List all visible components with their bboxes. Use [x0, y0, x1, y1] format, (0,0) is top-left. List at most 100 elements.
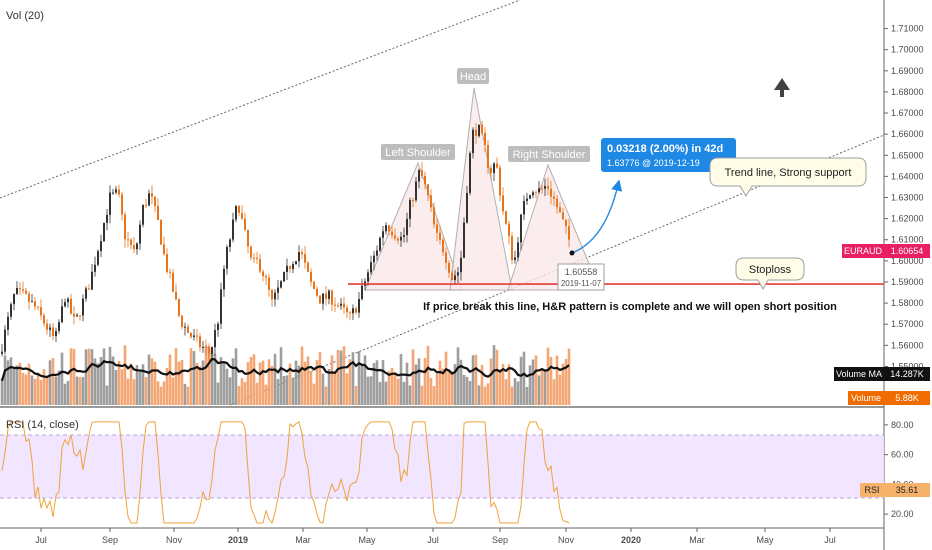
- candle-body: [181, 315, 183, 328]
- left-shoulder-label-bg: [381, 144, 455, 160]
- volume-bar: [141, 364, 145, 405]
- volume-bar: [396, 378, 400, 405]
- candle-body: [112, 192, 114, 194]
- candle-body: [106, 214, 108, 223]
- volume-bar: [183, 383, 187, 405]
- candle-body: [295, 261, 297, 265]
- candle-body: [286, 265, 288, 272]
- volume-ma-badge: Volume MA 14.287K: [834, 367, 930, 381]
- candle-body: [442, 239, 444, 253]
- volume-bar: [360, 363, 364, 405]
- volume-bar: [21, 372, 25, 405]
- volume-bar: [336, 349, 340, 405]
- volume-bar: [3, 355, 7, 405]
- volume-bar: [354, 386, 358, 405]
- rsi-value: 35.61: [896, 485, 919, 495]
- candle-body: [412, 200, 414, 202]
- candle-body: [331, 290, 333, 305]
- candle-body: [550, 188, 552, 197]
- candle-body: [130, 239, 132, 246]
- candle-body: [343, 303, 345, 308]
- volume-bar: [96, 363, 100, 405]
- volume-bar: [357, 351, 361, 405]
- volume-bar: [177, 361, 181, 405]
- volume-bar: [180, 359, 184, 405]
- candle-body: [154, 196, 156, 206]
- candle-body: [229, 239, 231, 248]
- candle-body: [307, 262, 309, 272]
- candle-body: [553, 196, 555, 199]
- volume-bar: [144, 377, 148, 405]
- volume-bar: [45, 377, 49, 405]
- candle-body: [103, 222, 105, 242]
- candle-body: [448, 262, 450, 273]
- volume-bar: [528, 365, 532, 405]
- volume-bar: [60, 352, 64, 405]
- candle-body: [382, 231, 384, 238]
- candle-body: [394, 235, 396, 239]
- volume-bar: [195, 362, 199, 405]
- candle-body: [199, 336, 201, 348]
- price-tick-label: 1.69000: [891, 66, 924, 76]
- time-tick-label: Mar: [689, 535, 705, 545]
- volume-bar: [438, 360, 442, 405]
- candle-body: [541, 188, 543, 190]
- candle-body: [145, 204, 147, 206]
- volume-bar: [81, 377, 85, 405]
- rsi-value-bg: [884, 483, 930, 497]
- price-tick-label: 1.59000: [891, 277, 924, 287]
- candle-body: [352, 308, 354, 314]
- projection-main-text: 0.03218 (2.00%) in 42d: [607, 143, 723, 155]
- time-tick-label: 2019: [228, 535, 248, 545]
- candle-body: [52, 327, 54, 337]
- volume-ma-label-bg: [834, 367, 884, 381]
- candle-body: [34, 301, 36, 307]
- right-shoulder-label-bg: [508, 146, 590, 162]
- volume-bar: [204, 345, 208, 405]
- volume-bar: [393, 374, 397, 405]
- candle-body: [355, 308, 357, 313]
- candle-body: [511, 236, 513, 260]
- candle-body: [157, 205, 159, 221]
- price-tick-label: 1.61000: [891, 235, 924, 245]
- candle-body: [325, 293, 327, 299]
- volume-bar: [138, 371, 142, 405]
- volume-bar: [291, 377, 295, 405]
- head-text: Head: [460, 71, 486, 83]
- candle-body: [556, 198, 558, 208]
- price-tick-label: 1.63000: [891, 193, 924, 203]
- volume-bar: [219, 357, 223, 405]
- price-tick-label: 1.55000: [891, 361, 924, 371]
- volume-bar: [501, 363, 505, 405]
- candle-body: [262, 271, 264, 277]
- rsi-tick-label: 20.00: [891, 509, 914, 519]
- rsi-tick-label: 60.00: [891, 450, 914, 460]
- projection-label: 0.03218 (2.00%) in 42d 1.63776 @ 2019-12…: [601, 138, 736, 172]
- candle-body: [301, 252, 303, 255]
- volume-ma-line: [0, 357, 570, 382]
- candle-body: [418, 170, 420, 182]
- candle-body: [259, 258, 261, 272]
- volume-bar: [132, 379, 136, 405]
- volume-bar: [42, 369, 46, 405]
- volume-bar: [423, 357, 427, 405]
- candle-body: [490, 167, 492, 174]
- volume-bar: [78, 377, 82, 405]
- candle-body: [133, 245, 135, 250]
- candle-body: [118, 189, 120, 195]
- volume-bar: [375, 360, 379, 405]
- volume-bar: [558, 374, 562, 405]
- candle-body: [397, 238, 399, 241]
- trend-note-bubble: [709, 157, 867, 197]
- volume-bar: [264, 384, 268, 405]
- volume-bar: [486, 383, 490, 405]
- candle-body: [406, 218, 408, 236]
- candle-body: [193, 335, 195, 337]
- candle-body: [289, 265, 291, 269]
- volume-bar: [369, 376, 373, 405]
- volume-bar: [426, 345, 430, 405]
- left-shoulder-label: Left Shoulder: [381, 144, 455, 160]
- candle-body: [400, 236, 402, 241]
- volume-bar: [120, 369, 124, 405]
- candle-body: [466, 192, 468, 223]
